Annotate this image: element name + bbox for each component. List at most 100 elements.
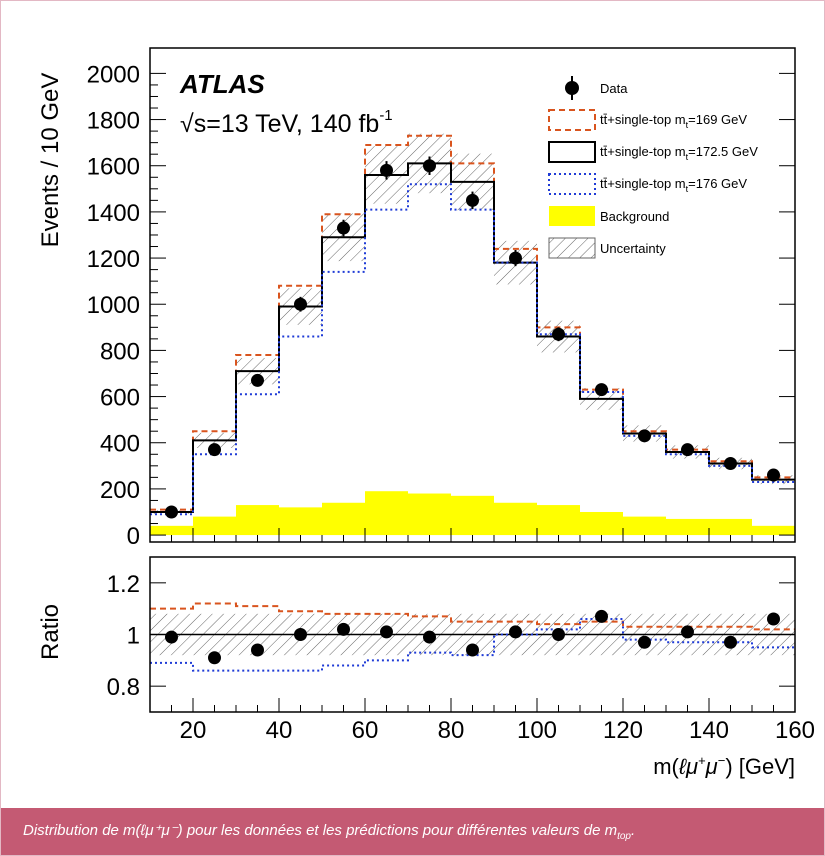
main-ytick-label-2: 400 [100,431,140,458]
ratio-series-mt176 [150,618,795,672]
ratio-xtick-label-3: 80 [438,717,465,744]
background-bar-11 [623,516,666,536]
legend-mt176-swatch [548,173,596,195]
data-point-4 [337,221,350,235]
main-ytick-label-1: 200 [100,477,140,504]
ratio-data-point-11 [638,635,651,649]
legend-mt176-prefix: tt̄+single-top m [600,176,686,191]
main-ytick-label-10: 2000 [87,61,140,88]
background-bar-8 [494,502,537,536]
legend: Data tt̄+single-top mt=169 GeV tt̄+singl… [548,76,758,259]
caption-main: Distribution de m(ℓμ⁺μ⁻) pour les donnée… [23,822,618,839]
ratio-data-point-5 [380,625,393,639]
main-ytick-label-0: 0 [127,523,140,550]
ratio-data-point-12 [681,625,694,639]
y-axis-label-events: Events / 10 GeV [37,73,64,248]
legend-mt169-suffix: =169 GeV [688,112,747,127]
ratio-ytick-label-0: 0.8 [107,674,140,701]
legend-mt1725-suffix: =172.5 GeV [688,144,758,159]
ratio-xtick-label-1: 40 [266,717,293,744]
caption-bar: Distribution de m(ℓμ⁺μ⁻) pour les donnée… [1,808,824,855]
legend-mt176-label: tt̄+single-top mt=176 GeV [600,176,747,194]
background-bar-6 [408,493,451,536]
energy-lumi-text: √s=13 TeV, 140 fb [180,110,379,138]
legend-mt1725-swatch [548,141,596,163]
background-bar-3 [279,507,322,536]
energy-lumi-label: √s=13 TeV, 140 fb-1 [180,107,393,138]
data-point-13 [724,457,737,471]
ratio-data-point-3 [294,628,307,641]
x-axis-label-post: ) [GeV] [725,754,795,779]
ratio-xtick-label-2: 60 [352,717,379,744]
background-bar-2 [236,505,279,536]
ratio-data-point-9 [552,628,565,641]
data-point-1 [208,443,221,457]
x-axis-label-pre: m( [653,754,679,779]
data-point-3 [294,297,307,311]
data-point-8 [509,251,522,265]
ratio-data-point-4 [337,622,350,636]
atlas-label: ATLAS [179,69,265,99]
main-ytick-label-9: 1800 [87,108,140,135]
ratio-data-point-8 [509,625,522,639]
ratio-series-mt169 [150,602,795,631]
data-point-9 [552,327,565,341]
legend-mt169-label: tt̄+single-top mt=169 GeV [600,112,747,130]
data-point-6 [423,159,436,173]
legend-uncertainty-swatch [548,237,596,259]
caption-end: . [630,822,636,839]
x-axis-label-sup1: + [698,753,706,768]
ratio-xtick-label-5: 120 [603,717,643,744]
background-bar-4 [322,502,365,536]
legend-data-label: Data [600,81,628,96]
main-ytick-label-3: 600 [100,385,140,412]
data-point-11 [638,429,651,443]
legend-uncertainty-label: Uncertainty [600,241,666,256]
series-line-mt1725 [150,162,795,513]
background-bar-9 [537,505,580,536]
series-line-mt169 [150,134,795,511]
main-ytick-label-5: 1000 [87,292,140,319]
background-bar-5 [365,491,408,536]
legend-mt169-sub: t [686,120,689,130]
legend-mt1725-sub: t [686,152,689,162]
data-point-14 [767,468,780,482]
series-line-mt176 [150,183,795,516]
caption-sub: top [617,831,631,842]
legend-mt1725-prefix: tt̄+single-top m [600,144,686,159]
background-bar-12 [666,518,709,536]
main-ytick-label-7: 1400 [87,200,140,227]
x-axis-label: m(ℓμ+μ−) [GeV] [653,753,795,779]
ratio-data-point-14 [767,612,780,626]
background-bar-7 [451,495,494,536]
legend-mt169-prefix: tt̄+single-top m [600,112,686,127]
ratio-data-point-6 [423,630,436,644]
data-point-2 [251,373,264,387]
data-point-7 [466,193,479,207]
background-bar-10 [580,511,623,536]
ratio-data-point-10 [595,609,608,623]
main-ytick-label-8: 1600 [87,154,140,181]
data-point-12 [681,443,694,457]
x-axis-label-mid: ℓμ [678,754,698,779]
energy-lumi-sup: -1 [379,107,392,124]
legend-mt1725-label: tt̄+single-top mt=172.5 GeV [600,144,758,162]
ratio-data-point-1 [208,651,221,665]
ratio-xtick-label-0: 20 [180,717,207,744]
background-bar-1 [193,516,236,536]
y-axis-label-ratio: Ratio [37,604,64,660]
caption-text: Distribution de m(ℓμ⁺μ⁻) pour les donnée… [23,821,635,842]
ratio-ytick-label-2: 1.2 [107,571,140,598]
main-ytick-label-4: 800 [100,338,140,365]
background-bar-14 [752,525,795,536]
background-bar-13 [709,518,752,536]
ratio-data-point-7 [466,643,479,657]
ratio-data-point-0 [165,630,178,644]
legend-mt176-suffix: =176 GeV [688,176,747,191]
ratio-data-point-2 [251,643,264,657]
data-point-0 [165,505,178,519]
x-axis-label-sup2: − [718,753,726,768]
main-ytick-label-6: 1200 [87,246,140,273]
data-point-10 [595,383,608,397]
